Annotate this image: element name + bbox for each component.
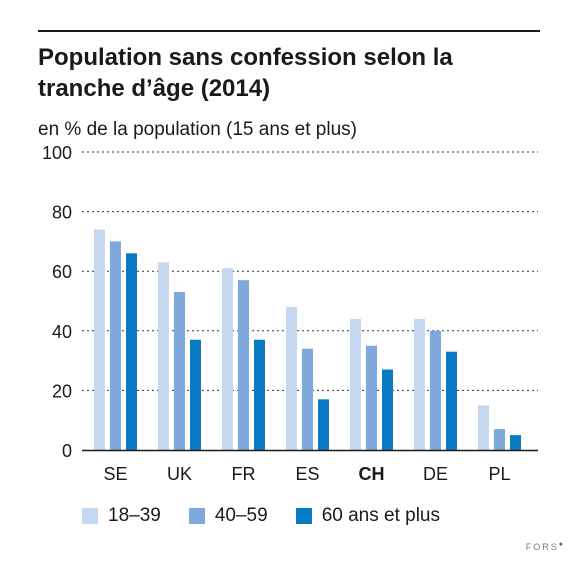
chart-subtitle: en % de la population (15 ans et plus) (38, 119, 357, 140)
y-tick-label: 60 (52, 262, 72, 282)
y-axis-ticks: 0 20 40 60 80 100 (42, 143, 72, 461)
bar-se-1 (94, 229, 105, 450)
y-tick-label: 40 (52, 322, 72, 342)
x-axis-labels: SE UK FR ES CH DE PL (103, 464, 510, 484)
bar-se-3 (126, 253, 137, 450)
legend-item: 60 ans et plus (295, 505, 440, 527)
brand-dot-icon: ● (558, 541, 563, 548)
x-tick-label: ES (295, 464, 319, 484)
x-tick-label: PL (488, 464, 510, 484)
legend-label: 60 ans et plus (321, 505, 440, 526)
y-tick-label: 20 (52, 381, 72, 401)
bar-se-2 (110, 241, 121, 450)
bar-uk-1 (158, 262, 169, 450)
brand-name: FORS (525, 542, 559, 552)
legend-swatch (188, 508, 205, 524)
x-tick-label: UK (167, 464, 192, 484)
brand-logo: FORS● (526, 541, 563, 552)
bars (94, 229, 521, 450)
bar-ch-2 (366, 345, 377, 450)
bar-uk-2 (174, 292, 185, 450)
legend-swatch (82, 508, 98, 524)
legend-item: 40–59 (188, 505, 268, 527)
bar-pl-3 (510, 435, 521, 450)
y-tick-label: 0 (62, 441, 72, 461)
bar-es-1 (286, 306, 297, 450)
bar-pl-1 (478, 405, 489, 450)
bar-chart: 0 20 40 60 80 100 SE UK FR ES CH DE PL (42, 143, 538, 484)
bar-es-3 (318, 399, 329, 450)
bar-de-3 (446, 351, 457, 450)
bar-ch-3 (382, 369, 393, 450)
bar-de-1 (414, 318, 425, 450)
legend-label: 18–39 (108, 505, 161, 526)
x-tick-label: FR (232, 464, 256, 484)
bar-fr-1 (222, 268, 233, 450)
x-tick-label: CH (359, 464, 385, 484)
x-tick-label: SE (103, 464, 127, 484)
chart-title: Population sans confession selon la tran… (38, 44, 453, 102)
bar-ch-1 (350, 318, 361, 450)
bar-fr-3 (254, 339, 265, 450)
legend-swatch (295, 508, 312, 524)
bar-pl-2 (494, 429, 505, 450)
bar-fr-2 (238, 280, 249, 450)
x-tick-label: DE (423, 464, 448, 484)
top-rule (38, 30, 540, 32)
legend: 18–39 40–59 60 ans et plus (82, 505, 468, 527)
y-tick-label: 100 (42, 143, 72, 163)
bar-uk-3 (190, 339, 201, 450)
legend-item: 18–39 (82, 505, 161, 527)
y-tick-label: 80 (52, 203, 72, 223)
bar-de-2 (430, 330, 441, 450)
bar-es-2 (302, 348, 313, 450)
legend-label: 40–59 (214, 505, 268, 526)
